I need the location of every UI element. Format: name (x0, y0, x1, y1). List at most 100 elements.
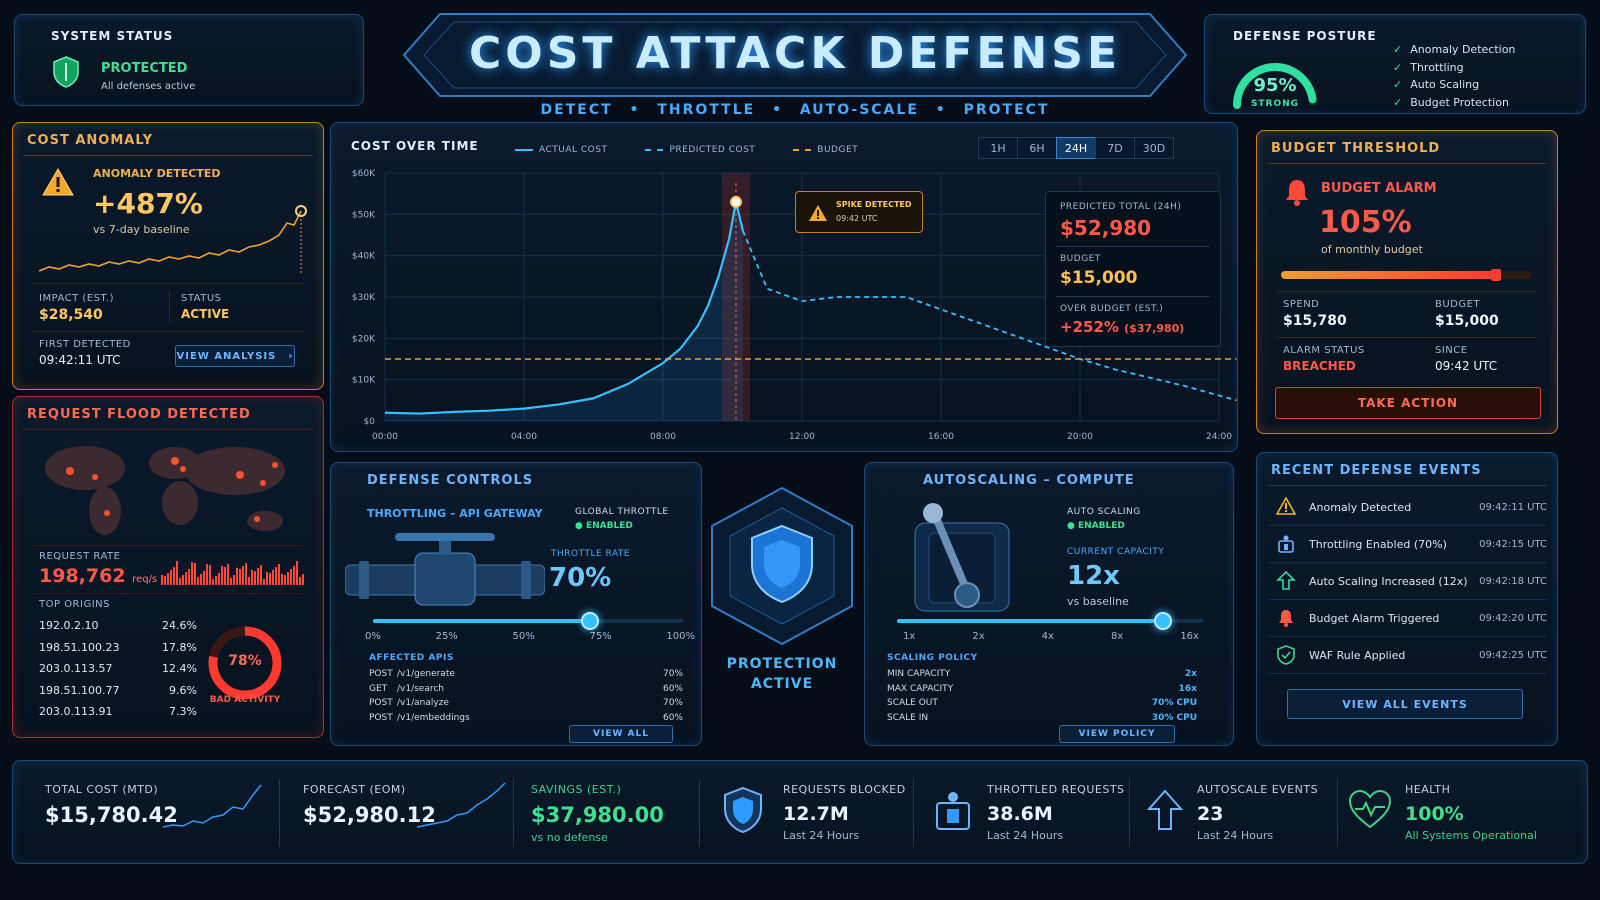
kpi-blocked-label: REQUESTS BLOCKED (783, 783, 906, 796)
tab-24h[interactable]: 24H (1056, 137, 1096, 159)
take-action-button[interactable]: TAKE ACTION (1275, 387, 1541, 419)
chevron-right-icon: › (288, 350, 294, 362)
cost-anomaly-panel: COST ANOMALY ANOMALY DETECTED +487% vs 7… (12, 122, 324, 390)
kpi-autoscale-label: AUTOSCALE EVENTS (1197, 783, 1319, 796)
view-policy-button[interactable]: VIEW POLICY (1059, 725, 1175, 743)
tab-30d[interactable]: 30D (1134, 137, 1174, 159)
event-time: 09:42:25 UTC (1479, 649, 1547, 661)
series-actual-area (385, 201, 743, 421)
tab-6h[interactable]: 6H (1017, 137, 1057, 159)
shield-check-icon (1269, 645, 1303, 665)
rate-bar (284, 575, 286, 585)
rate-bar (203, 571, 205, 585)
rate-bar (299, 577, 301, 585)
rate-bar (167, 573, 169, 585)
capacity-slider-track[interactable] (897, 612, 1203, 630)
rate-bar (197, 577, 199, 585)
heart-pulse-icon (1348, 789, 1392, 829)
warning-icon (1269, 497, 1303, 517)
since-label: SINCE (1435, 345, 1468, 356)
policy-list: MIN CAPACITY 2x MAX CAPACITY 16x SCALE OUT… (887, 667, 1197, 725)
tab-7d[interactable]: 7D (1095, 137, 1135, 159)
scaling-policy-label: SCALING POLICY (887, 653, 978, 663)
event-text: WAF Rule Applied (1309, 648, 1406, 662)
x-tick-label: 12:00 (789, 432, 815, 442)
throttle-icon (1269, 534, 1303, 554)
y-tick-label: $30K (352, 293, 376, 303)
world-map-icon (45, 446, 285, 535)
throttle-slider-track[interactable] (373, 612, 683, 630)
rate-bar (164, 576, 166, 585)
series-predicted-line (742, 230, 1237, 402)
kpi-throttled-sub: Last 24 Hours (987, 829, 1064, 842)
event-row[interactable]: Budget Alarm Triggered 09:42:20 UTC (1269, 600, 1547, 637)
protection-line2: ACTIVE (750, 676, 814, 692)
posture-check-item: ✓ Anomaly Detection (1393, 43, 1516, 56)
origin-row: 203.0.113.57 12.4% (39, 662, 197, 675)
global-throttle-label: GLOBAL THROTTLE (575, 507, 669, 517)
event-text: Budget Alarm Triggered (1309, 611, 1440, 625)
rate-bar (230, 578, 232, 585)
budget-threshold-value: $15,000 (1435, 313, 1499, 329)
subtitle-detect: DETECT (540, 102, 613, 118)
rate-bar (200, 574, 202, 585)
request-flood-title: REQUEST FLOOD DETECTED (27, 407, 251, 422)
kpi-savings-sub: vs no defense (531, 831, 608, 844)
page-title: COST ATTACK DEFENSE (469, 28, 1121, 79)
anomaly-sparkline (39, 205, 307, 273)
rate-bar (251, 570, 253, 585)
pred-total-label: PREDICTED TOTAL (24H) (1060, 202, 1182, 212)
api-row: POST/v1/generate 70% (369, 669, 683, 679)
api-list: POST/v1/generate 70% GET/v1/search 60% POS… (369, 667, 683, 725)
series-actual-line (384, 201, 744, 415)
event-text: Anomaly Detected (1309, 500, 1412, 514)
defense-posture-label: DEFENSE POSTURE (1233, 29, 1377, 43)
defense-controls-panel: DEFENSE CONTROLS THROTTLING – API GATEWA… (330, 462, 702, 746)
policy-row: SCALE OUT 70% CPU (887, 698, 1197, 708)
budget-alarm-label: BUDGET ALARM (1321, 181, 1437, 196)
view-all-apis-button[interactable]: VIEW ALL (569, 725, 673, 743)
view-all-events-button[interactable]: VIEW ALL EVENTS (1287, 689, 1523, 719)
event-row[interactable]: WAF Rule Applied 09:42:25 UTC (1269, 637, 1547, 674)
throttle-icon (936, 792, 970, 830)
status-dot-icon: ● (575, 521, 583, 531)
request-rate-bars (161, 561, 304, 585)
kpi-health-value: 100% (1405, 803, 1464, 825)
capacity-scale: 1x 2x 4x 8x 16x (903, 631, 1199, 642)
view-analysis-button[interactable]: VIEW ANALYSIS › (175, 345, 295, 367)
x-tick-label: 16:00 (928, 432, 954, 442)
recent-events-panel: RECENT DEFENSE EVENTS Anomaly Detected 09… (1256, 452, 1558, 746)
rate-bar (245, 563, 247, 585)
kpi-forecast-value: $52,980.12 (303, 803, 436, 827)
tab-1h[interactable]: 1H (978, 137, 1018, 159)
kpi-strip: TOTAL COST (MTD) $15,780.42 FORECAST (EO… (12, 760, 1588, 864)
anomaly-change: +487% (93, 187, 203, 220)
cost-anomaly-title: COST ANOMALY (27, 133, 154, 148)
chart-legend: ACTUAL COST PREDICTED COST BUDGET (515, 145, 858, 155)
event-row[interactable]: Throttling Enabled (70%) 09:42:15 UTC (1269, 526, 1547, 563)
capacity-slider-knob[interactable] (1154, 612, 1173, 630)
event-row[interactable]: Auto Scaling Increased (12x) 09:42:18 UTC (1269, 563, 1547, 600)
posture-check-item: ✓ Throttling (1393, 60, 1464, 74)
check-icon: ✓ (1393, 43, 1403, 56)
rate-bar (296, 561, 298, 585)
system-status-detail: All defenses active (101, 81, 196, 92)
rate-bar (278, 564, 280, 585)
shield-icon (53, 56, 79, 88)
x-tick-label: 08:00 (650, 432, 676, 442)
rate-bar (257, 568, 259, 585)
api-row: POST/v1/analyze 70% (369, 698, 683, 708)
top-origins-label: TOP ORIGINS (39, 599, 110, 610)
kpi-throttled-label: THROTTLED REQUESTS (987, 783, 1125, 796)
event-row[interactable]: Anomaly Detected 09:42:11 UTC (1269, 489, 1547, 526)
event-text: Auto Scaling Increased (12x) (1309, 574, 1468, 588)
origin-row: 203.0.113.91 7.3% (39, 705, 197, 718)
rate-bar (218, 573, 220, 585)
rate-bar (179, 578, 181, 585)
scale-up-icon (1146, 789, 1184, 830)
spike-point[interactable] (729, 195, 742, 208)
scale-up-icon (1269, 571, 1303, 591)
y-tick-label: $40K (352, 252, 376, 262)
throttle-slider-knob[interactable] (581, 612, 599, 630)
posture-gauge (1233, 63, 1317, 109)
